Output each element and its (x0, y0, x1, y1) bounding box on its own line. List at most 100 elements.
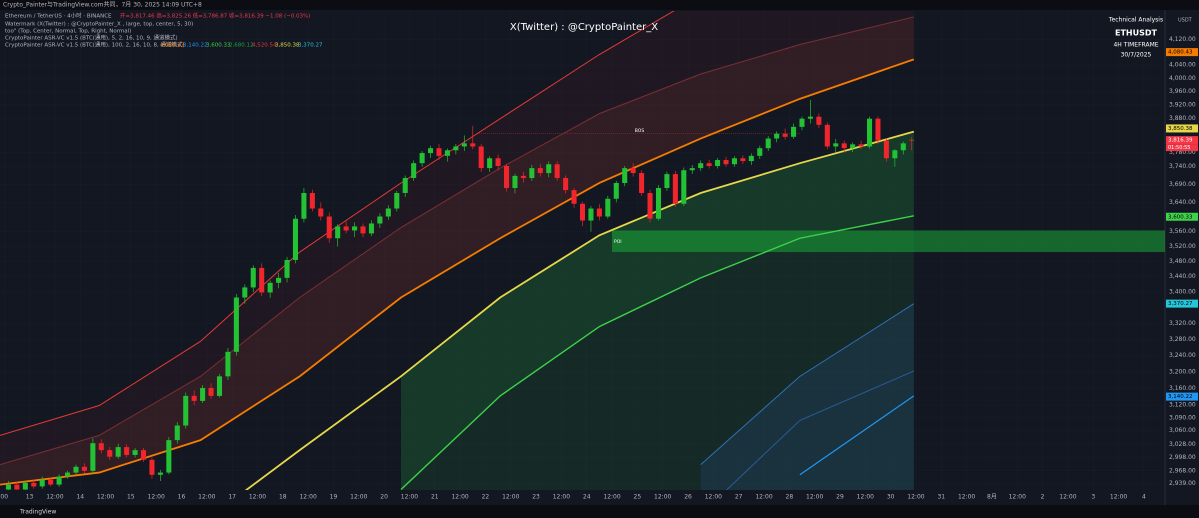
candle-body (512, 175, 518, 188)
x-tick-label: 12:00 (502, 494, 519, 501)
candle-body (73, 466, 79, 473)
footer-bar (0, 505, 1199, 518)
price-label: 3,850.38 (1168, 126, 1193, 132)
price-label: 3,816.39 (1168, 138, 1193, 144)
candle-body (461, 143, 467, 147)
info-line: 4H TIMEFRAME (1113, 42, 1158, 49)
x-tick-label: 12:00 (755, 494, 772, 501)
x-tick-label: 8月 (987, 494, 997, 501)
legend-line: CryptoPainter ASR-VC v1.5 (BTC(通用), 100,… (5, 41, 185, 49)
candle-body (81, 466, 87, 471)
candle-body (276, 277, 282, 283)
header-text: Crypto_Painter与TradingView.com共同，7月 30, … (3, 1, 202, 9)
candle-body (250, 267, 256, 288)
y-tick-label: 2,998.00 (1169, 454, 1196, 461)
y-tick-label: 3,960.00 (1169, 88, 1196, 95)
candle-body (639, 173, 645, 193)
candle-body (740, 158, 746, 162)
plot (0, 11, 1165, 490)
y-tick-label: 3,520.00 (1169, 243, 1196, 250)
candle-body (284, 259, 290, 278)
y-tick-label: 3,920.00 (1169, 101, 1196, 108)
price-label-box (1166, 48, 1198, 57)
candle-body (571, 190, 577, 204)
candle-body (352, 226, 358, 231)
legend-value: 3,600.33 (206, 43, 231, 49)
legend-value: 3,370.27 (298, 43, 323, 49)
y-tick-label: 3,690.00 (1169, 181, 1196, 188)
candle-body (698, 163, 704, 169)
x-tick-label: 12:00 (97, 494, 114, 501)
candle-body (326, 216, 332, 239)
candle-body (140, 450, 147, 460)
price-label-box (1166, 299, 1198, 308)
candle-body (723, 160, 729, 165)
band-fill (400, 215, 914, 490)
candle-body (655, 187, 662, 219)
x-tick-label: 2 (1041, 494, 1045, 501)
x-tick-label: 18 (279, 494, 287, 501)
info-line: ETHUSDT (1115, 29, 1158, 38)
x-tick-label: 12:00 (299, 494, 316, 501)
candle-body (892, 150, 898, 159)
candle-body (664, 174, 670, 188)
candle-body (909, 139, 915, 141)
candle-body (200, 387, 206, 401)
candle-body (48, 479, 54, 485)
candle-body (343, 226, 349, 231)
y-tick-label: 3,560.00 (1169, 228, 1196, 235)
candle-body (428, 148, 434, 154)
candle-body (672, 174, 678, 204)
candle-body (875, 118, 881, 141)
candle-body (56, 476, 62, 485)
candle-body (529, 168, 535, 179)
x-tick-label: 12:00 (654, 494, 671, 501)
price-label: 4,080.43 (1168, 50, 1193, 56)
candle-body (579, 203, 586, 221)
candle-body (360, 226, 366, 234)
candle-body (478, 146, 484, 169)
x-tick-label: 12:00 (806, 494, 823, 501)
x-tick-label: 23 (532, 494, 540, 501)
candle-body (470, 143, 476, 147)
x-tick-label: 00 (0, 494, 8, 501)
candle-body (107, 450, 113, 457)
x-tick-label: 12:00 (1009, 494, 1026, 501)
price-label-box (1166, 212, 1198, 221)
candle-body (757, 148, 763, 156)
candle-body (858, 144, 864, 147)
x-tick-label: 29 (836, 494, 844, 501)
candle-body (5, 484, 11, 490)
candle-body (411, 163, 417, 179)
x-tick-label: 12:00 (249, 494, 266, 501)
candle-body (39, 479, 45, 487)
candle-body (436, 148, 442, 156)
legend-value: 3,850.38 (275, 43, 300, 49)
bos-label: BOS (635, 128, 645, 134)
candle-body (503, 166, 510, 188)
candle-body (385, 208, 391, 217)
candle-body (394, 192, 400, 209)
price-label-box (1166, 124, 1198, 133)
candle-body (183, 395, 189, 426)
y-tick-label: 3,120.00 (1169, 402, 1196, 409)
price-label-box (1166, 392, 1198, 401)
y-tick-label: 4,040.00 (1169, 62, 1196, 69)
y-tick-label: 2,939.00 (1169, 480, 1196, 487)
currency: USDT (1178, 18, 1193, 24)
y-tick-label: 3,740.00 (1169, 163, 1196, 170)
candle-body (866, 118, 873, 147)
candle-body (124, 447, 130, 455)
x-tick-label: 17 (228, 494, 236, 501)
candle-body (292, 218, 299, 260)
candle-body (115, 447, 121, 457)
candle-body (132, 450, 138, 455)
x-tick-label: 12:00 (857, 494, 874, 501)
y-tick-label: 3,200.00 (1169, 368, 1196, 375)
candle-body (563, 178, 569, 191)
candle-body (546, 164, 552, 174)
watermark: X(Twitter) : @CryptoPainter_X (510, 22, 658, 33)
candle-body (731, 158, 737, 165)
candle-body (900, 143, 906, 151)
